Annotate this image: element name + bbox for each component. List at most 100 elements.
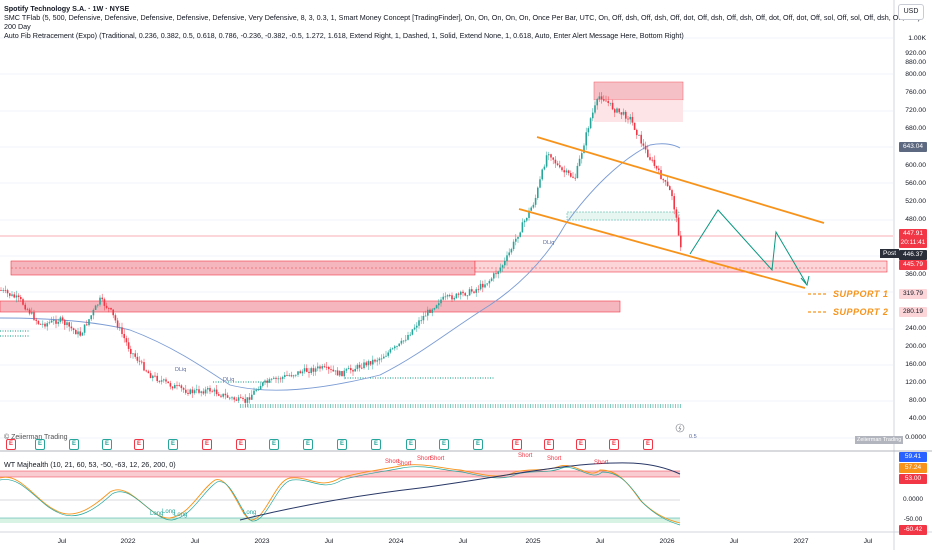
indicator-fib-legend[interactable]: Auto Fib Retracement (Expo) (Traditional… (4, 31, 684, 40)
candle-body (343, 370, 345, 377)
earnings-icon[interactable]: E (643, 439, 653, 450)
earnings-icon[interactable]: E (69, 439, 79, 450)
candle-body (438, 303, 440, 306)
zone-main-right[interactable] (474, 260, 888, 273)
earnings-icon[interactable]: E (576, 439, 586, 450)
candle-body (233, 397, 235, 400)
candle-body (647, 149, 649, 158)
wt-signal-short: Short (417, 456, 432, 462)
candle-body (387, 352, 389, 356)
candle-body (17, 295, 20, 298)
earnings-icon[interactable]: E (35, 439, 45, 450)
candle-body (39, 323, 42, 325)
earnings-icon[interactable]: E (168, 439, 178, 450)
candle-body (213, 389, 216, 392)
candle-body (9, 293, 11, 296)
candle-body (367, 361, 370, 366)
ma-price-tag: 643.04 (899, 142, 927, 152)
x-axis-label: 2025 (525, 538, 541, 545)
supply-zone-top-lower[interactable] (594, 100, 683, 122)
candle-body (116, 320, 119, 328)
earnings-icon[interactable]: E (202, 439, 212, 450)
x-axis-label: Jul (595, 538, 605, 545)
indicator-smc-legend[interactable]: SMC TFlab (5, 500, Defensive, Defensive,… (4, 13, 921, 22)
candle-body (618, 108, 620, 113)
candle-body (152, 375, 154, 379)
y-axis-label: 80.00 (908, 397, 926, 404)
candle-body (455, 293, 458, 299)
candle-body (638, 134, 640, 136)
earnings-icon[interactable]: E (134, 439, 144, 450)
support-2-label[interactable]: SUPPORT 2 (833, 307, 889, 317)
earnings-icon[interactable]: E (609, 439, 619, 450)
candle-body (292, 375, 295, 377)
channel-lower-line[interactable] (518, 208, 806, 289)
candle-body (119, 327, 121, 329)
candle-body (88, 319, 90, 326)
earnings-icon[interactable]: E (236, 439, 246, 450)
x-axis-label: Jul (190, 538, 200, 545)
candle-body (592, 112, 594, 119)
y-axis-label: 720.00 (905, 107, 926, 114)
candle-body (105, 305, 108, 308)
earnings-icon[interactable]: E (102, 439, 112, 450)
wt-label-low2: -60.42 (899, 525, 927, 535)
x-axis-label: Jul (324, 538, 334, 545)
candle-body (48, 322, 51, 324)
candle-body (574, 177, 576, 179)
support2-price-tag: 280.19 (899, 307, 927, 317)
projection-path[interactable] (689, 209, 807, 284)
zone-support-2[interactable] (0, 300, 621, 313)
currency-button[interactable]: USD (898, 4, 924, 20)
candle-body (475, 289, 477, 293)
candle-body (13, 294, 15, 298)
candle-body (585, 132, 587, 146)
candle-body (125, 338, 128, 343)
candle-body (559, 165, 561, 168)
candle-body (488, 280, 491, 284)
earnings-icon[interactable]: E (406, 439, 416, 450)
candle-body (204, 389, 207, 394)
channel-upper-line[interactable] (536, 136, 825, 224)
candle-body (328, 367, 330, 370)
earnings-icon[interactable]: E (439, 439, 449, 450)
earnings-icon[interactable]: E (512, 439, 522, 450)
candle-body (336, 370, 339, 376)
zone-mid[interactable] (566, 211, 680, 221)
ma-200-line (0, 143, 681, 391)
liquidity-lines (0, 330, 682, 408)
candle-body (2, 290, 4, 291)
y-axis-label: 880.00 (905, 59, 926, 66)
candle-body (112, 309, 114, 316)
earnings-icon[interactable]: E (6, 439, 16, 450)
earnings-icon[interactable]: E (337, 439, 347, 450)
wt-signal-short: Short (385, 459, 400, 465)
dividend-flash-icon[interactable] (675, 423, 685, 433)
candle-body (519, 232, 521, 237)
candle-body (215, 389, 218, 395)
support-1-label[interactable]: SUPPORT 1 (833, 289, 889, 299)
zone-price-tag: 445.79 (899, 260, 927, 270)
candle-body (642, 143, 645, 146)
indicator-ma-legend[interactable]: 200 Day (4, 22, 31, 31)
candle-body (174, 385, 176, 389)
supply-zone-top[interactable] (593, 81, 684, 101)
candle-body (651, 159, 653, 161)
candle-body (453, 298, 455, 300)
earnings-icon[interactable]: E (303, 439, 313, 450)
earnings-icon[interactable]: E (371, 439, 381, 450)
candle-body (675, 209, 678, 218)
candle-body (99, 297, 101, 305)
earnings-icon[interactable]: E (473, 439, 483, 450)
candle-body (424, 315, 427, 317)
symbol-title[interactable]: Spotify Technology S.A. · 1W · NYSE (4, 4, 130, 13)
candle-body (20, 297, 22, 300)
candle-body (420, 320, 422, 322)
earnings-icon[interactable]: E (269, 439, 279, 450)
candle-body (97, 304, 99, 306)
wt-indicator-pane (0, 462, 681, 526)
candle-body (46, 323, 48, 327)
earnings-icon[interactable]: E (544, 439, 554, 450)
wt-indicator-title[interactable]: WT Majhealth (10, 21, 60, 53, -50, -63, … (4, 460, 176, 469)
